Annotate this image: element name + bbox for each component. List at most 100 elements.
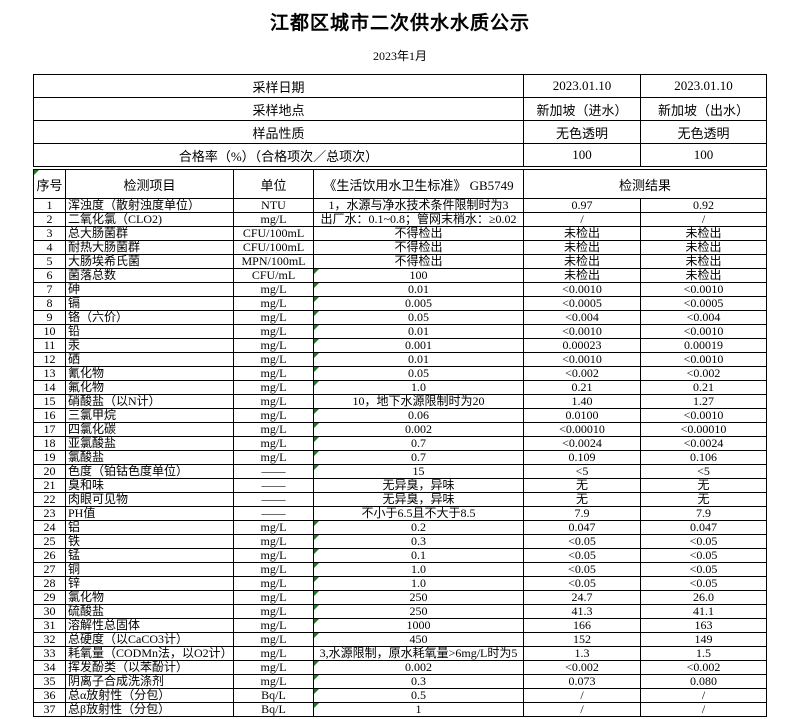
row-standard-limit: 0.002 — [313, 660, 524, 675]
table-row: 9 铬（六价） mg/L 0.05 <0.004 <0.004 — [33, 310, 768, 325]
table-row: 11 汞 mg/L 0.001 0.00023 0.00019 — [33, 338, 768, 353]
row-unit: mg/L — [233, 520, 314, 535]
row-item-name: 硝酸盐（以N计） — [65, 394, 234, 409]
row-standard-limit: 0.05 — [313, 366, 524, 381]
row-index: 26 — [33, 548, 66, 563]
row-standard-limit: 15 — [313, 464, 524, 479]
row-item-name: 耗氧量（CODMn法，以O2计） — [65, 646, 234, 661]
row-index: 29 — [33, 590, 66, 605]
row-unit: Bq/L — [233, 688, 314, 703]
row-index: 6 — [33, 268, 66, 283]
table-row: 21 臭和味 —— 无异臭，异味 无 无 — [33, 478, 768, 493]
row-unit: mg/L — [233, 212, 314, 227]
pass-rate-label: 合格率（%）（合格项次／总项次） — [33, 143, 524, 167]
row-standard-limit: 0.5 — [313, 688, 524, 703]
row-item-name: 总硬度（以CaCO3计） — [65, 632, 234, 647]
row-result-outlet: <0.05 — [639, 576, 768, 591]
row-result-outlet: 未检出 — [639, 226, 768, 241]
row-standard-limit: 无异臭，异味 — [313, 478, 524, 493]
row-result-outlet: <0.0010 — [639, 408, 768, 423]
table-row: 20 色度（铂钴色度单位） —— 15 <5 <5 — [33, 464, 768, 479]
row-index: 19 — [33, 450, 66, 465]
row-index: 30 — [33, 604, 66, 619]
row-result-outlet: <0.0024 — [639, 436, 768, 451]
table-row: 3 总大肠菌群 CFU/100mL 不得检出 未检出 未检出 — [33, 226, 768, 241]
row-unit: mg/L — [233, 562, 314, 577]
row-unit: mg/L — [233, 674, 314, 689]
row-standard-limit: 0.06 — [313, 408, 524, 423]
row-unit: mg/L — [233, 422, 314, 437]
row-unit: —— — [233, 506, 314, 521]
row-index: 11 — [33, 338, 66, 353]
row-index: 23 — [33, 506, 66, 521]
row-item-name: 氰化物 — [65, 366, 234, 381]
row-index: 15 — [33, 394, 66, 409]
table-row: 12 硒 mg/L 0.01 <0.0010 <0.0010 — [33, 352, 768, 367]
table-row: 17 四氯化碳 mg/L 0.002 <0.00010 <0.00010 — [33, 422, 768, 437]
row-index: 8 — [33, 296, 66, 311]
row-result-inlet: 0.00023 — [523, 338, 641, 353]
row-unit: mg/L — [233, 646, 314, 661]
row-result-inlet: 未检出 — [523, 254, 641, 269]
row-result-inlet: 无 — [523, 478, 641, 493]
row-standard-limit: 不得检出 — [313, 240, 524, 255]
table-row: 4 耐热大肠菌群 CFU/100mL 不得检出 未检出 未检出 — [33, 240, 768, 255]
row-index: 16 — [33, 408, 66, 423]
row-index: 20 — [33, 464, 66, 479]
row-result-outlet: 0.92 — [639, 198, 768, 213]
row-result-outlet: 1.5 — [639, 646, 768, 661]
row-unit: mg/L — [233, 352, 314, 367]
row-result-inlet: <0.0005 — [523, 296, 641, 311]
table-row: 8 镉 mg/L 0.005 <0.0005 <0.0005 — [33, 296, 768, 311]
table-row: 33 耗氧量（CODMn法，以O2计） mg/L 3,水源限制，原水耗氧量>6m… — [33, 646, 768, 661]
sample-nature-inlet: 无色透明 — [523, 120, 641, 144]
table-row: 采样日期 2023.01.10 2023.01.10 — [33, 74, 767, 98]
row-standard-limit: 不得检出 — [313, 254, 524, 269]
table-row: 35 阴离子合成洗涤剂 mg/L 0.3 0.073 0.080 — [33, 674, 768, 689]
row-index: 24 — [33, 520, 66, 535]
row-standard-limit: 0.3 — [313, 534, 524, 549]
row-standard-limit: 不小于6.5且不大于8.5 — [313, 506, 524, 521]
col-header-item: 检测项目 — [65, 169, 234, 199]
row-standard-limit: 0.005 — [313, 296, 524, 311]
row-result-outlet: 0.080 — [639, 674, 768, 689]
row-result-inlet: 24.7 — [523, 590, 641, 605]
table-row: 36 总α放射性（分包） Bq/L 0.5 / / — [33, 688, 768, 703]
report-body: 采样日期 2023.01.10 2023.01.10 采样地点 新加坡（进水） … — [33, 74, 768, 717]
row-result-inlet: <0.002 — [523, 660, 641, 675]
row-index: 1 — [33, 198, 66, 213]
row-item-name: PH值 — [65, 506, 234, 521]
row-result-outlet: <0.05 — [639, 548, 768, 563]
row-result-inlet: 152 — [523, 632, 641, 647]
pass-rate-outlet: 100 — [640, 143, 767, 167]
row-result-outlet: 0.21 — [639, 380, 768, 395]
row-index: 21 — [33, 478, 66, 493]
row-item-name: 浑浊度（散射浊度单位） — [65, 198, 234, 213]
row-unit: mg/L — [233, 366, 314, 381]
sample-nature-outlet: 无色透明 — [640, 120, 767, 144]
col-header-result: 检测结果 — [522, 169, 768, 199]
row-item-name: 氯酸盐 — [65, 450, 234, 465]
table-row: 32 总硬度（以CaCO3计） mg/L 450 152 149 — [33, 632, 768, 647]
row-unit: mg/L — [233, 576, 314, 591]
table-row: 16 三氯甲烷 mg/L 0.06 0.0100 <0.0010 — [33, 408, 768, 423]
row-item-name: 铅 — [65, 324, 234, 339]
row-result-outlet: 1.27 — [639, 394, 768, 409]
row-unit: CFU/100mL — [233, 226, 314, 241]
row-unit: mg/L — [233, 534, 314, 549]
row-result-inlet: <0.0010 — [523, 352, 641, 367]
row-unit: NTU — [233, 198, 314, 213]
col-header-unit: 单位 — [233, 169, 314, 199]
row-result-outlet: <0.002 — [639, 366, 768, 381]
row-result-inlet: / — [523, 688, 641, 703]
row-standard-limit: 0.3 — [313, 674, 524, 689]
row-result-outlet: <0.0010 — [639, 324, 768, 339]
row-result-inlet: <0.0010 — [523, 282, 641, 297]
sample-date-inlet: 2023.01.10 — [523, 74, 641, 98]
row-result-inlet: <0.004 — [523, 310, 641, 325]
row-result-inlet: 0.073 — [523, 674, 641, 689]
table-row: 30 硫酸盐 mg/L 250 41.3 41.1 — [33, 604, 768, 619]
row-item-name: 铁 — [65, 534, 234, 549]
row-index: 14 — [33, 380, 66, 395]
table-row: 6 菌落总数 CFU/mL 100 未检出 未检出 — [33, 268, 768, 283]
